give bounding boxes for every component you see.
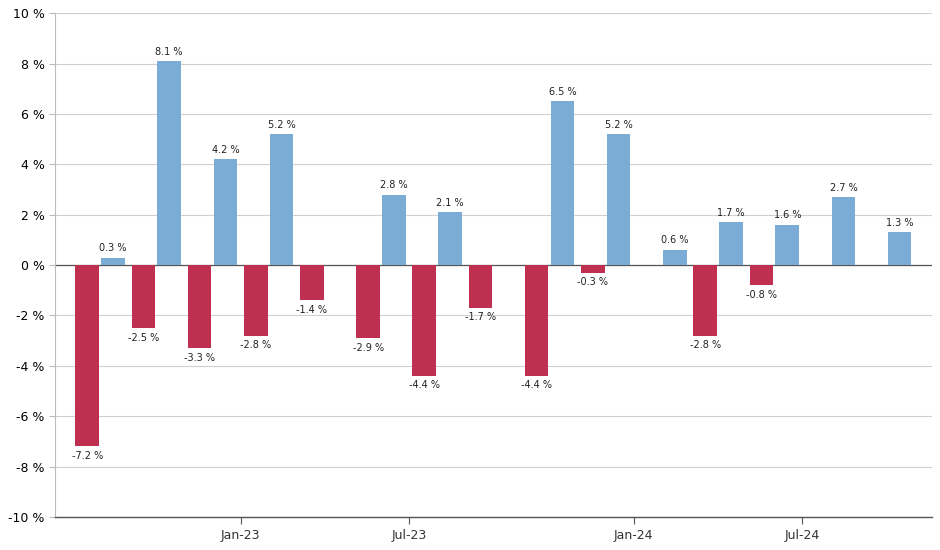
Text: 6.5 %: 6.5 % [549,87,576,97]
Text: 4.2 %: 4.2 % [212,145,239,155]
Text: 2.1 %: 2.1 % [436,197,464,208]
Bar [607,134,631,265]
Bar [749,265,774,285]
Text: -1.4 %: -1.4 % [296,305,327,315]
Bar [581,265,604,273]
Bar [551,101,574,265]
Bar [832,197,855,265]
Bar [213,160,237,265]
Bar [776,225,799,265]
Text: 0.6 %: 0.6 % [661,235,689,245]
Text: -0.8 %: -0.8 % [746,290,777,300]
Text: -7.2 %: -7.2 % [71,451,102,461]
Bar [157,61,181,265]
Bar [438,212,462,265]
Text: 8.1 %: 8.1 % [155,47,183,57]
Bar [75,265,99,447]
Bar [243,265,268,336]
Text: -4.4 %: -4.4 % [521,381,552,390]
Text: -0.3 %: -0.3 % [577,277,608,287]
Text: 5.2 %: 5.2 % [268,120,295,130]
Bar [188,265,212,348]
Bar [270,134,293,265]
Text: -2.5 %: -2.5 % [128,333,159,343]
Text: 5.2 %: 5.2 % [604,120,633,130]
Text: -1.7 %: -1.7 % [465,312,496,322]
Bar [300,265,323,300]
Text: 0.3 %: 0.3 % [100,243,127,253]
Bar [383,195,406,265]
Text: 1.7 %: 1.7 % [717,208,744,218]
Bar [694,265,717,336]
Bar [663,250,687,265]
Bar [888,232,912,265]
Text: -4.4 %: -4.4 % [409,381,440,390]
Text: -2.9 %: -2.9 % [352,343,384,353]
Bar [719,222,743,265]
Text: -2.8 %: -2.8 % [240,340,272,350]
Bar [102,257,125,265]
Text: 1.6 %: 1.6 % [774,210,801,221]
Text: 2.7 %: 2.7 % [830,183,857,192]
Text: 1.3 %: 1.3 % [885,218,914,228]
Bar [356,265,380,338]
Bar [469,265,493,308]
Bar [132,265,155,328]
Bar [413,265,436,376]
Text: 2.8 %: 2.8 % [380,180,408,190]
Text: -2.8 %: -2.8 % [690,340,721,350]
Bar [525,265,548,376]
Text: -3.3 %: -3.3 % [184,353,215,362]
